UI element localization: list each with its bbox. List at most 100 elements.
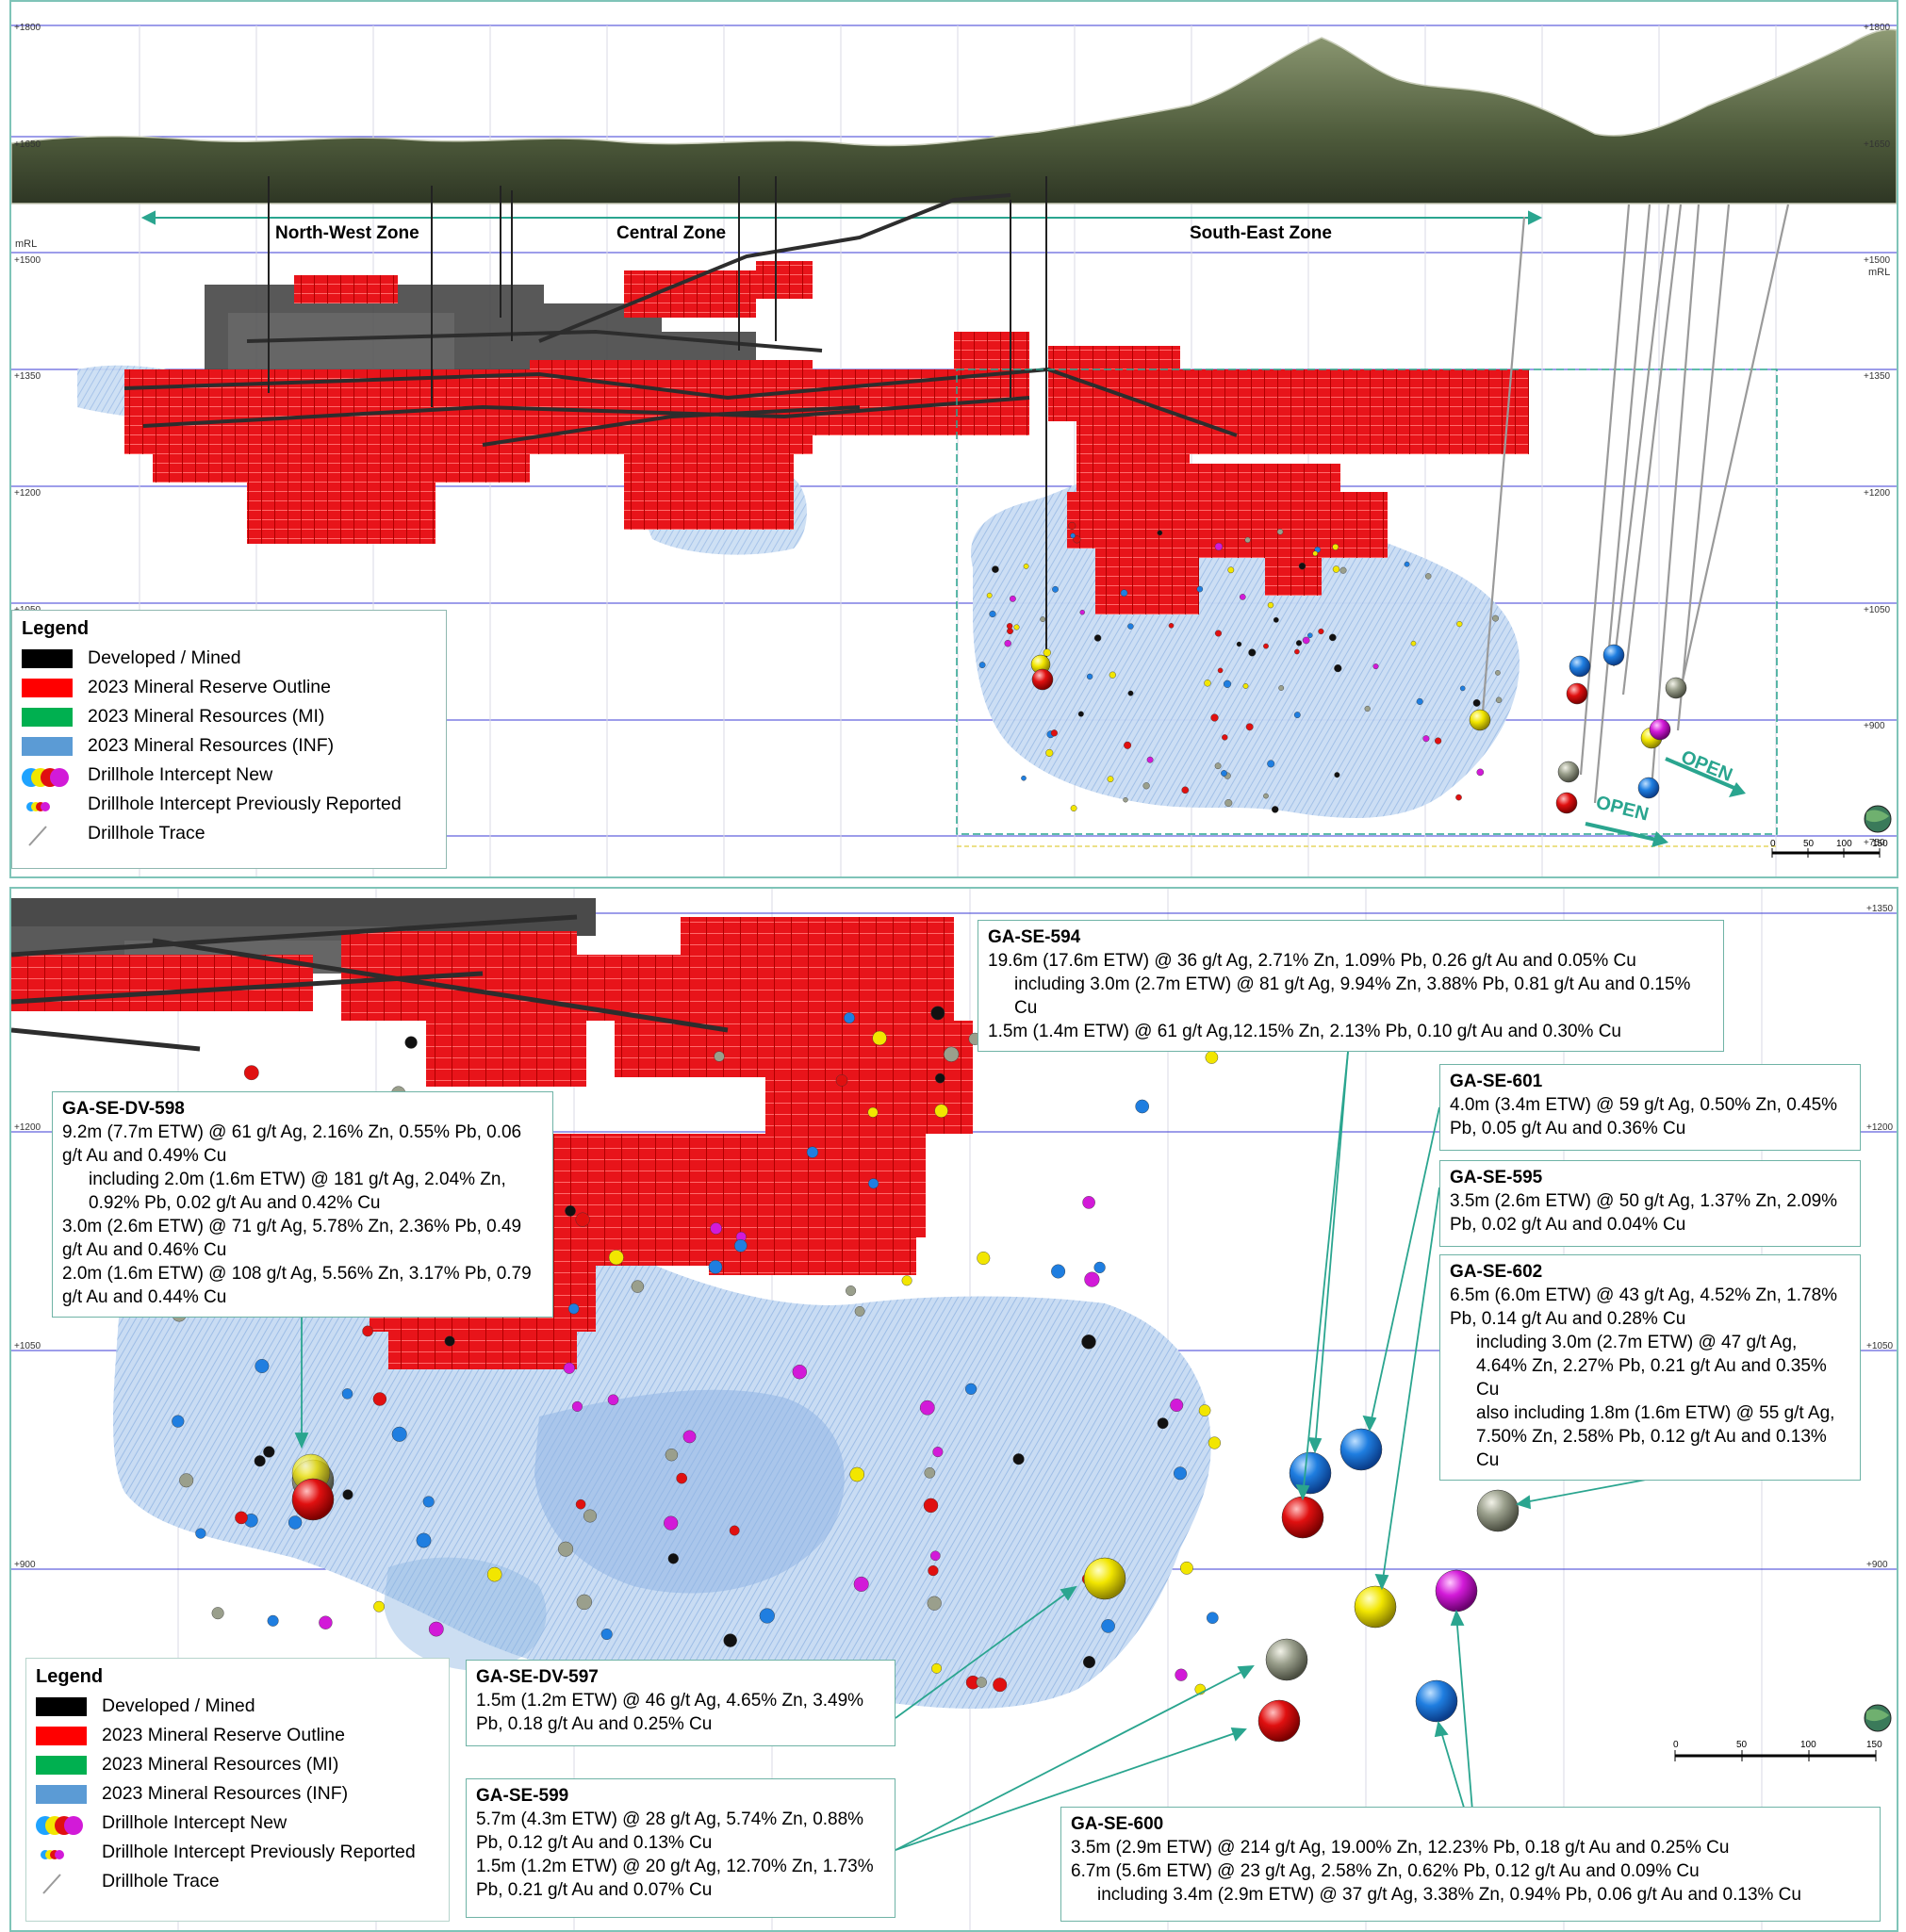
previous-intercept-dot	[1312, 550, 1318, 557]
previous-intercept-dot	[254, 1455, 266, 1467]
annotation-line: including 2.0m (1.6m ETW) @ 181 g/t Ag, …	[89, 1170, 506, 1213]
previous-intercept-dot	[571, 1400, 583, 1412]
previous-intercept-dot	[1052, 585, 1059, 593]
previous-intercept-dot	[1434, 737, 1442, 745]
annotation-ga-se-595: GA-SE-595 3.5m (2.6m ETW) @ 50 g/t Ag, 1…	[1439, 1160, 1861, 1247]
annotation-ga-se-600: GA-SE-600 3.5m (2.9m ETW) @ 214 g/t Ag, …	[1060, 1807, 1881, 1922]
elevation-labels-right: +1800 +1650 +1500 +1350 +1200 +1050 +900…	[1864, 23, 1891, 848]
previous-intercept-dot	[664, 1515, 679, 1531]
mineral-reserve-blocks	[124, 261, 1529, 614]
legend-label: Drillhole Trace	[88, 823, 205, 843]
elev-label: +1050	[1866, 1341, 1894, 1351]
elev-label: +1650	[1864, 139, 1891, 150]
previous-intercept-dot	[1334, 772, 1340, 778]
previous-intercept-dot	[1120, 589, 1128, 598]
previous-intercept-dot	[1476, 768, 1485, 777]
previous-intercept-dot	[1217, 667, 1224, 674]
previous-intercept-dot	[1181, 786, 1190, 794]
previous-intercept-dot	[723, 1633, 737, 1647]
elev-label: +1350	[1864, 371, 1891, 382]
previous-intercept-dot	[1245, 723, 1254, 731]
previous-intercept-dot	[1146, 756, 1154, 763]
long-section-top-panel: North-West Zone Central Zone South-East …	[9, 0, 1898, 878]
previous-intercept-dot	[1208, 1436, 1222, 1449]
previous-intercept-dot	[1127, 690, 1134, 696]
previous-intercept-dot	[978, 662, 986, 668]
annotation-line: 3.0m (2.6m ETW) @ 71 g/t Ag, 5.78% Zn, 2…	[62, 1217, 522, 1260]
previous-intercept-dot	[1214, 630, 1222, 637]
previous-intercept-dot	[1196, 585, 1204, 593]
previous-intercept-dot	[391, 1426, 407, 1442]
previous-intercept-dot	[1263, 643, 1269, 649]
drillhole-trace-icon	[22, 825, 73, 846]
previous-intercept-dot	[1040, 616, 1046, 622]
scale-tick: 0	[1673, 1740, 1679, 1750]
previous-intercept-dot	[1180, 1561, 1193, 1575]
previous-intercept-dot	[1123, 797, 1128, 803]
annotation-hole-id: GA-SE-600	[1071, 1814, 1164, 1834]
previously-reported-intercepts	[978, 521, 1503, 813]
previous-intercept-dot	[901, 1275, 912, 1286]
previous-intercept-dot	[1073, 535, 1081, 544]
previous-intercept-dot	[1267, 601, 1274, 609]
reserve-swatch	[22, 678, 73, 697]
previous-intercept-dot	[919, 1400, 935, 1416]
previous-intercept-dot	[1093, 634, 1102, 642]
previous-intercept-dot	[1135, 1099, 1149, 1114]
previous-intercept-dot	[565, 1205, 576, 1217]
previous-intercept-dot	[575, 1212, 590, 1227]
scale-tick: 100	[1800, 1740, 1816, 1750]
legend-item-mined: Developed / Mined	[12, 644, 446, 673]
annotation-leader-lines	[294, 1051, 1657, 1851]
long-section-top-canvas: North-West Zone Central Zone South-East …	[11, 23, 1897, 876]
previous-intercept-dot	[1416, 697, 1423, 705]
elev-label: +1800	[1864, 23, 1891, 33]
previous-intercept-dot	[1263, 793, 1269, 799]
previous-intercept-dot	[1045, 748, 1054, 757]
elev-label: +1200	[1864, 488, 1891, 499]
previous-intercept-dot	[930, 1006, 945, 1021]
previous-intercept-dot	[235, 1511, 248, 1525]
previous-intercept-dot	[416, 1532, 432, 1548]
previous-intercept-dot	[1082, 1656, 1095, 1669]
previous-intercept-dot	[964, 1383, 978, 1395]
previous-intercept-dot	[1278, 685, 1285, 691]
previous-intercept-dot	[1175, 1668, 1188, 1681]
previous-intercept-icon	[36, 1843, 87, 1862]
legend-label: Drillhole Intercept New	[102, 1812, 288, 1833]
previous-intercept-dot	[1157, 530, 1163, 536]
orientation-globe-icon	[1864, 1704, 1892, 1732]
legend-title: Legend	[22, 618, 90, 639]
previous-intercept-dot	[1221, 770, 1227, 777]
previous-intercept-dot	[1422, 735, 1430, 743]
previous-intercept-dot	[844, 1012, 855, 1024]
previous-intercept-dot	[710, 1222, 722, 1235]
legend-item-mi: 2023 Mineral Resources (MI)	[12, 702, 446, 731]
previous-intercept-dot	[924, 1467, 936, 1479]
previous-intercept-dot	[1372, 663, 1379, 670]
previous-intercept-dot	[714, 1051, 725, 1062]
previous-intercept-dot	[608, 1250, 624, 1266]
previous-intercept-dot	[1079, 610, 1085, 615]
previous-intercept-dot	[1248, 648, 1257, 657]
previous-intercept-dot	[563, 1362, 576, 1374]
previous-intercept-dot	[1157, 1417, 1169, 1430]
south-east-target-box	[956, 368, 1778, 835]
elev-label: +1500	[1864, 255, 1891, 266]
zone-label-central: Central Zone	[616, 223, 726, 243]
previous-intercept-dot	[1205, 1051, 1219, 1064]
shafts	[268, 176, 1047, 662]
previous-intercept-dot	[806, 1146, 819, 1158]
previous-intercept-dot	[1109, 671, 1116, 679]
elev-label: +1500	[14, 255, 41, 266]
previous-intercept-dot	[1276, 529, 1284, 535]
previous-intercept-dot	[923, 1498, 939, 1514]
zone-label-south-east: South-East Zone	[1190, 223, 1332, 243]
elev-label: +1200	[14, 1122, 41, 1133]
legend-label: Developed / Mined	[88, 647, 241, 668]
underground-development-traces	[123, 193, 1238, 447]
previous-intercept-dot	[1424, 573, 1432, 580]
annotation-ga-se-dv-597: GA-SE-DV-597 1.5m (1.2m ETW) @ 46 g/t Ag…	[466, 1660, 895, 1746]
previous-intercept-dot	[428, 1621, 444, 1637]
previous-intercept-dot	[288, 1515, 303, 1530]
